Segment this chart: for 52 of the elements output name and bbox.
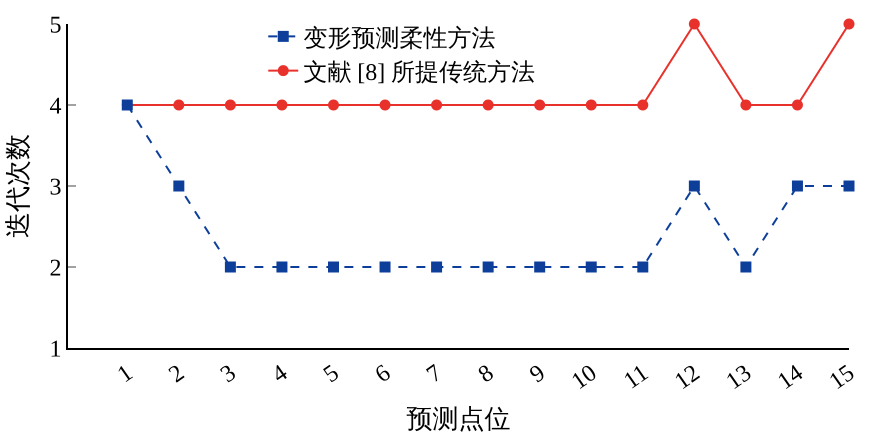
point — [173, 180, 184, 192]
x-tick-label: 4 — [268, 360, 292, 388]
point — [688, 180, 700, 192]
x-tick-label: 5 — [319, 360, 344, 388]
point — [637, 100, 648, 110]
point — [586, 100, 597, 110]
point — [688, 18, 700, 30]
y-tick-label: 4 — [49, 93, 62, 120]
point — [844, 18, 854, 30]
point — [482, 100, 494, 110]
point — [534, 262, 546, 272]
point — [586, 262, 597, 272]
point — [431, 262, 442, 272]
point — [328, 262, 339, 272]
point — [276, 100, 288, 110]
x-axis-title: 预测点位 — [406, 404, 510, 434]
point — [534, 100, 546, 110]
point — [224, 262, 236, 272]
y-tick-label: 5 — [49, 12, 62, 38]
x-tick-label: 2 — [164, 360, 190, 388]
y-tick-label: 3 — [49, 174, 62, 200]
y-tick-label: 1 — [49, 336, 62, 362]
y-axis-title: 迭代次数 — [3, 134, 32, 238]
legend-label: 变形预测柔性方法 — [303, 24, 496, 52]
point — [380, 100, 391, 110]
x-tick-label: 7 — [422, 360, 447, 388]
x-tick-label: 13 — [722, 360, 756, 396]
legend-label: 文献 [8] 所提传统方法 — [303, 58, 536, 86]
x-tick-label: 3 — [216, 360, 241, 388]
point — [637, 262, 648, 272]
point — [482, 262, 494, 272]
point — [276, 262, 288, 272]
x-tick-label: 12 — [670, 360, 705, 396]
point — [740, 100, 752, 110]
point — [792, 180, 803, 192]
point — [792, 100, 803, 110]
x-tick-label: 9 — [525, 360, 550, 388]
x-tick-label: 14 — [773, 360, 808, 396]
point — [740, 262, 752, 272]
point — [380, 262, 391, 272]
point — [224, 100, 236, 110]
x-tick-label: 8 — [474, 360, 498, 388]
point — [431, 100, 442, 110]
point — [173, 100, 184, 110]
x-tick-label: 11 — [619, 360, 654, 395]
y-tick-label: 2 — [49, 255, 62, 282]
x-tick-label: 6 — [370, 360, 396, 388]
x-tick-label: 1 — [112, 360, 138, 388]
point — [328, 100, 339, 110]
x-tick-label: 15 — [824, 360, 860, 396]
point — [844, 180, 854, 192]
x-tick-label: 10 — [566, 360, 602, 396]
